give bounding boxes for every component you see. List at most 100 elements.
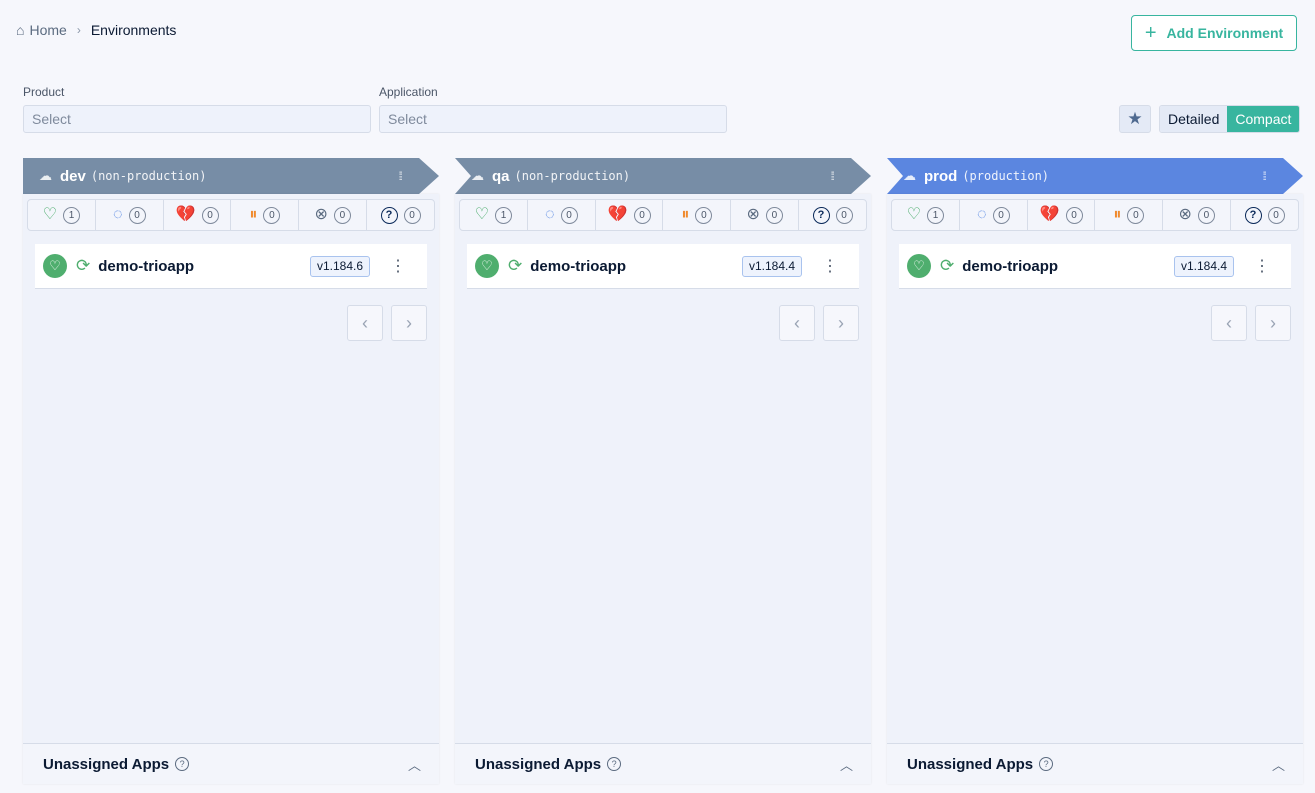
next-page-button[interactable]: › xyxy=(823,305,859,341)
help-icon[interactable]: ? xyxy=(175,757,190,771)
drag-handle-icon[interactable]: ⁞⁞ xyxy=(1262,169,1266,183)
chevron-up-icon[interactable]: ︿ xyxy=(407,757,421,773)
sync-icon: ⟳ xyxy=(940,256,955,275)
previous-page-button[interactable]: ‹ xyxy=(779,305,815,341)
add-environment-button[interactable]: + Add Environment xyxy=(1131,15,1297,51)
status-filter-healthy[interactable]: ♡ 1 xyxy=(28,200,95,230)
status-filter-degraded[interactable]: 💔 0 xyxy=(1026,200,1095,230)
environment-header[interactable]: ☁ dev (non-production) ⁞⁞ xyxy=(23,158,439,194)
pause-icon: ⏸ xyxy=(249,206,258,223)
status-count: 0 xyxy=(403,206,421,224)
app-card[interactable]: ♡ ⟳ demo-trioapp v1.184.4 ⋮ xyxy=(467,244,859,289)
status-filter-degraded[interactable]: 💔 0 xyxy=(594,200,663,230)
unassigned-apps-section[interactable]: Unassigned Apps ? ︿ xyxy=(23,743,439,784)
more-options-icon[interactable]: ⋮ xyxy=(390,258,406,275)
broken-heart-icon: 💔 xyxy=(1039,206,1060,223)
status-filter-unknown[interactable]: ? 0 xyxy=(1230,200,1298,230)
chevron-up-icon[interactable]: ︿ xyxy=(1271,757,1285,773)
unassigned-apps-label: Unassigned Apps xyxy=(43,755,170,773)
status-filter-missing[interactable]: ⊗ 0 xyxy=(1162,200,1230,230)
version-badge: v1.184.4 xyxy=(1174,255,1235,277)
status-count: 0 xyxy=(1127,206,1145,224)
chevron-left-icon: ‹ xyxy=(362,312,368,333)
favorites-button[interactable]: ★ xyxy=(1119,105,1151,133)
status-filter-suspended[interactable]: ⏸ 0 xyxy=(230,200,298,230)
next-page-button[interactable]: › xyxy=(391,305,427,341)
broken-heart-icon: 💔 xyxy=(607,206,628,223)
more-options-icon[interactable]: ⋮ xyxy=(1254,258,1270,275)
status-filter-degraded[interactable]: 💔 0 xyxy=(162,200,231,230)
status-count: 0 xyxy=(201,206,219,224)
chevron-left-icon: ‹ xyxy=(1226,312,1232,333)
breadcrumb-home[interactable]: ⌂ Home xyxy=(16,22,67,38)
app-name[interactable]: demo-trioapp xyxy=(962,257,1059,275)
environment-header[interactable]: ☁ qa (non-production) ⁞⁞ xyxy=(455,158,871,194)
cloud-icon: ☁ xyxy=(903,168,916,183)
help-icon[interactable]: ? xyxy=(1039,757,1054,771)
environment-kind: (non-production) xyxy=(90,169,207,183)
drag-handle-icon[interactable]: ⁞⁞ xyxy=(830,169,834,183)
x-circle-icon: ⊗ xyxy=(746,206,760,223)
app-name[interactable]: demo-trioapp xyxy=(530,257,627,275)
environment-kind: (production) xyxy=(962,169,1050,183)
healthy-heart-icon: ♡ xyxy=(907,254,931,278)
status-count: 1 xyxy=(63,206,81,224)
product-filter: Product Select xyxy=(23,85,371,133)
status-filter-progressing[interactable]: ◌ 0 xyxy=(526,200,595,230)
status-filter-missing[interactable]: ⊗ 0 xyxy=(730,200,798,230)
unassigned-apps-label: Unassigned Apps xyxy=(475,755,602,773)
status-filter-progressing[interactable]: ◌ 0 xyxy=(94,200,163,230)
status-filter-missing[interactable]: ⊗ 0 xyxy=(298,200,366,230)
question-icon: ? xyxy=(380,206,398,224)
question-icon: ? xyxy=(1244,206,1262,224)
status-count: 0 xyxy=(1267,206,1285,224)
status-filter-healthy[interactable]: ♡ 1 xyxy=(460,200,527,230)
progress-icon: ◌ xyxy=(544,206,555,223)
status-summary: ♡ 1 ◌ 0 💔 0 ⏸ 0 ⊗ 0? 0 xyxy=(891,199,1299,231)
status-count: 0 xyxy=(263,206,281,224)
previous-page-button[interactable]: ‹ xyxy=(347,305,383,341)
x-circle-icon: ⊗ xyxy=(314,206,328,223)
environment-body: ♡ 1 ◌ 0 💔 0 ⏸ 0 ⊗ 0? 0 ♡ ⟳ demo-trioapp v1.184.4 ⋮… xyxy=(887,194,1303,784)
progress-icon: ◌ xyxy=(112,206,123,223)
view-toggle: Detailed Compact xyxy=(1159,105,1301,133)
product-select[interactable]: Select xyxy=(23,105,371,133)
app-card[interactable]: ♡ ⟳ demo-trioapp v1.184.4 ⋮ xyxy=(899,244,1291,289)
heart-icon: ♡ xyxy=(42,206,58,223)
status-filter-unknown[interactable]: ? 0 xyxy=(798,200,866,230)
unassigned-apps-section[interactable]: Unassigned Apps ? ︿ xyxy=(455,743,871,784)
next-page-button[interactable]: › xyxy=(1255,305,1291,341)
environment-name: qa xyxy=(492,167,510,185)
healthy-heart-icon: ♡ xyxy=(43,254,67,278)
chevron-up-icon[interactable]: ︿ xyxy=(839,757,853,773)
status-filter-healthy[interactable]: ♡ 1 xyxy=(892,200,959,230)
app-card[interactable]: ♡ ⟳ demo-trioapp v1.184.6 ⋮ xyxy=(35,244,427,289)
previous-page-button[interactable]: ‹ xyxy=(1211,305,1247,341)
status-count: 0 xyxy=(992,206,1010,224)
status-count: 0 xyxy=(1065,206,1083,224)
status-filter-suspended[interactable]: ⏸ 0 xyxy=(662,200,730,230)
detailed-view-button[interactable]: Detailed xyxy=(1160,106,1228,132)
pause-icon: ⏸ xyxy=(681,206,690,223)
status-filter-progressing[interactable]: ◌ 0 xyxy=(958,200,1027,230)
compact-view-button[interactable]: Compact xyxy=(1227,106,1300,132)
sync-icon: ⟳ xyxy=(76,256,91,275)
plus-icon: + xyxy=(1144,21,1157,44)
drag-handle-icon[interactable]: ⁞⁞ xyxy=(398,169,402,183)
environment-name: prod xyxy=(924,167,958,185)
star-icon: ★ xyxy=(1127,109,1143,128)
environment-kind: (non-production) xyxy=(514,169,631,183)
heart-icon: ♡ xyxy=(906,206,922,223)
status-count: 0 xyxy=(765,206,783,224)
more-options-icon[interactable]: ⋮ xyxy=(822,258,838,275)
application-select[interactable]: Select xyxy=(379,105,727,133)
status-filter-suspended[interactable]: ⏸ 0 xyxy=(1094,200,1162,230)
product-label: Product xyxy=(23,85,65,99)
help-icon[interactable]: ? xyxy=(607,757,622,771)
environment-header[interactable]: ☁ prod (production) ⁞⁞ xyxy=(887,158,1303,194)
unassigned-apps-section[interactable]: Unassigned Apps ? ︿ xyxy=(887,743,1303,784)
status-filter-unknown[interactable]: ? 0 xyxy=(366,200,434,230)
app-name[interactable]: demo-trioapp xyxy=(98,257,195,275)
chevron-right-icon: › xyxy=(406,312,412,333)
status-count: 0 xyxy=(695,206,713,224)
